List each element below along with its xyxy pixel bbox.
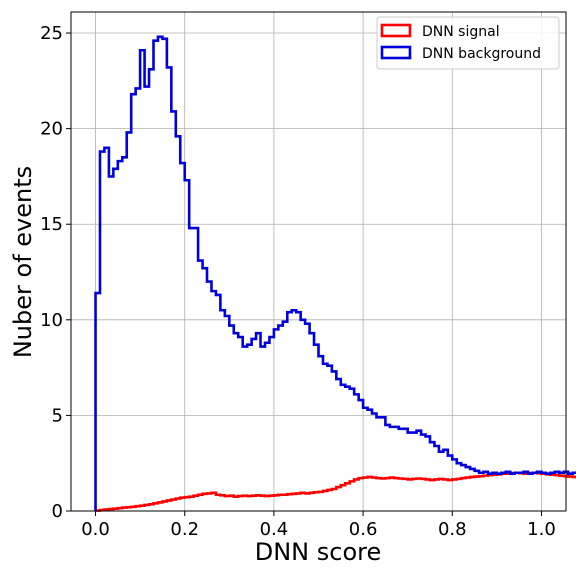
x-tick-label: 1.0 xyxy=(527,519,556,540)
y-tick-label: 0 xyxy=(52,501,63,522)
y-tick-label: 25 xyxy=(40,23,63,44)
x-tick-label: 0.0 xyxy=(81,519,110,540)
axis-ticks: 0.0 0.2 0.4 0.6 0.8 1.0 0 5 10 15 20 25 xyxy=(40,23,556,540)
y-tick-label: 20 xyxy=(40,119,63,140)
series-layer xyxy=(94,35,576,512)
legend-swatch xyxy=(380,45,412,60)
y-axis-label: Nuber of events xyxy=(9,166,37,358)
dnn-signal-histogram-line xyxy=(94,471,576,512)
x-tick-label: 0.6 xyxy=(349,519,378,540)
legend-entry-label: DNN signal xyxy=(422,24,500,40)
y-tick-label: 15 xyxy=(40,214,63,235)
y-tick-label: 5 xyxy=(52,405,63,426)
grid-lines xyxy=(71,12,566,512)
plot-frame xyxy=(70,11,567,512)
dnn-background-histogram-line xyxy=(94,35,576,511)
x-tick-label: 0.8 xyxy=(438,519,467,540)
x-axis-label: DNN score xyxy=(255,538,382,566)
legend: DNN signal DNN background xyxy=(376,16,560,70)
legend-box xyxy=(376,16,560,70)
x-tick-label: 0.2 xyxy=(170,519,199,540)
y-tick-label: 10 xyxy=(40,310,63,331)
x-tick-label: 0.4 xyxy=(260,519,289,540)
legend-entry-label: DNN background xyxy=(422,46,541,62)
legend-swatch xyxy=(380,23,412,38)
